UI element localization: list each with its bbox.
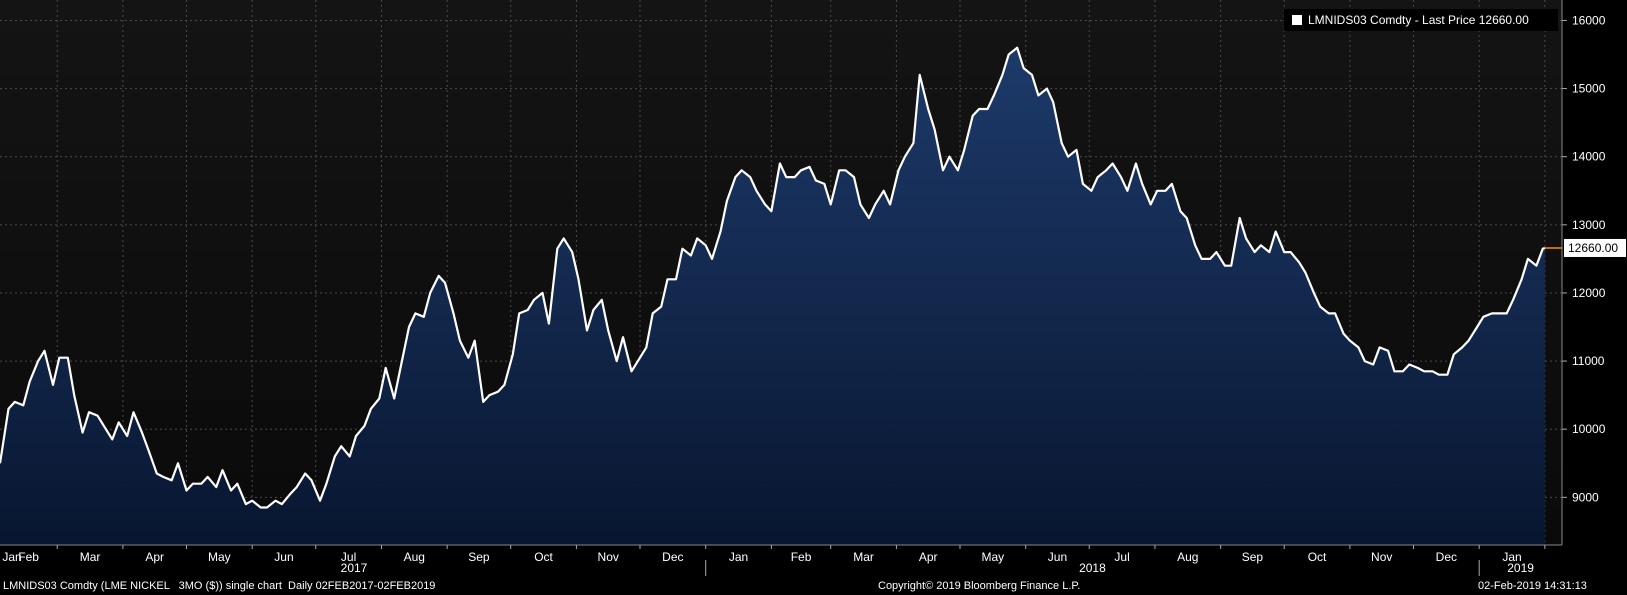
x-month-label: Mar [853, 550, 874, 564]
legend-label: LMNIDS03 Comdty - Last Price 12660.00 [1308, 13, 1529, 27]
x-month-label: Feb [18, 550, 39, 564]
last-price-box [1564, 238, 1626, 257]
grid-lines [0, 0, 1562, 545]
x-month-label: Jan [1502, 550, 1521, 564]
y-tick-label: 11000 [1572, 354, 1605, 368]
y-tick-label: 9000 [1572, 490, 1599, 504]
legend: LMNIDS03 Comdty - Last Price 12660.00 [1284, 9, 1558, 31]
footer-security-description: LMNIDS03 Comdty (LME NICKEL 3MO ($)) sin… [3, 580, 436, 592]
x-month-label: Oct [534, 550, 553, 564]
x-month-label: Jan [729, 550, 748, 564]
x-year-label: 2019 [1507, 561, 1534, 575]
x-month-label: May [981, 550, 1004, 564]
x-month-label: Nov [598, 550, 619, 564]
y-tick-label: 13000 [1572, 218, 1606, 232]
x-month-label: Jun [1048, 550, 1067, 564]
y-tick-label: 15000 [1572, 82, 1606, 96]
x-month-label: Oct [1308, 550, 1327, 564]
x-month-label: Jun [274, 550, 293, 564]
x-month-label: Sep [468, 550, 490, 564]
x-month-label: Aug [404, 550, 425, 564]
price-line [0, 46, 1546, 509]
x-year-label: 2018 [1079, 561, 1106, 575]
y-axis: 9000 10000 11000 12000 13000 14000 15000 16000 [1562, 13, 1606, 504]
x-month-label: Jul [341, 550, 356, 564]
x-month-label: Apr [145, 550, 164, 564]
x-month-label: Apr [919, 550, 938, 564]
y-tick-label: 12000 [1572, 286, 1606, 300]
x-month-label: Feb [791, 550, 812, 564]
x-month-label: Mar [80, 550, 101, 564]
y-tick-label: 14000 [1572, 150, 1606, 164]
price-area [0, 47, 1545, 545]
x-month-label: Dec [1436, 550, 1457, 564]
y-tick-label: 16000 [1572, 13, 1606, 27]
x-month-label: Jul [1114, 550, 1129, 564]
last-price-label: 12660.00 [1568, 241, 1618, 255]
x-month-label: Nov [1371, 550, 1392, 564]
x-month-label: May [208, 550, 231, 564]
x-month-label: Sep [1242, 550, 1264, 564]
y-tick-label: 10000 [1572, 422, 1606, 436]
x-year-label: 2017 [341, 561, 368, 575]
legend-swatch [1292, 15, 1302, 25]
x-month-label: Jan [2, 550, 21, 564]
last-price-marker: 12660.00 [1544, 238, 1626, 257]
footer-timestamp: 02-Feb-2019 14:31:13 [1478, 580, 1587, 592]
x-month-label: Dec [662, 550, 683, 564]
x-month-label: Aug [1177, 550, 1198, 564]
footer-copyright: Copyright© 2019 Bloomberg Finance L.P. [878, 580, 1081, 592]
